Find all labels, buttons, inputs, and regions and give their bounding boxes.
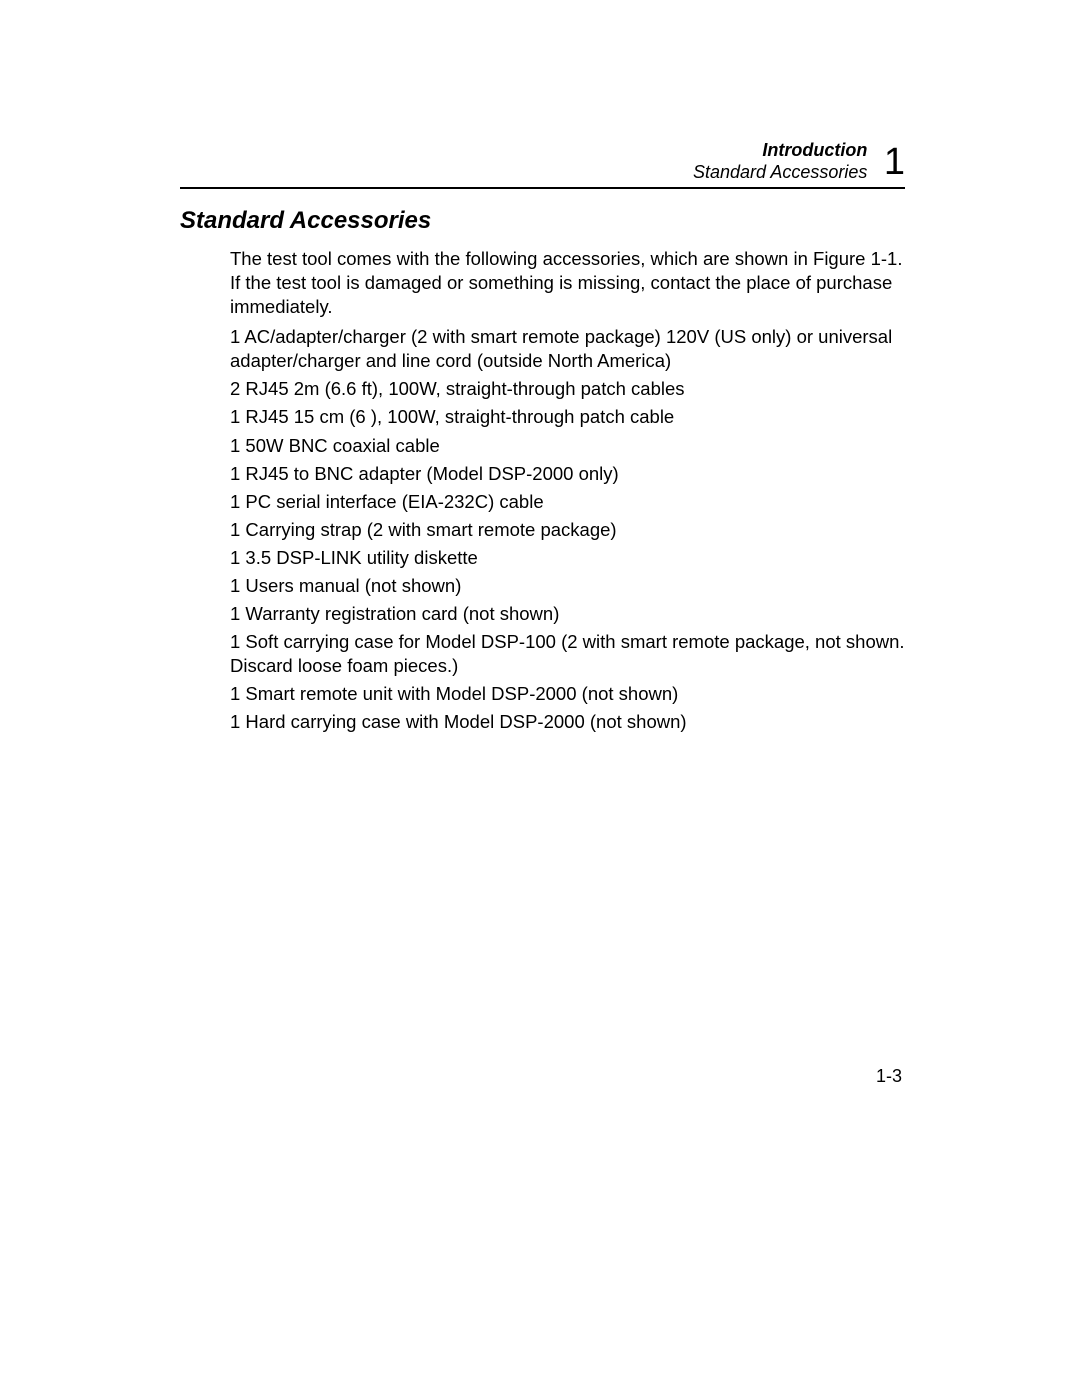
accessory-item: 1 Hard carrying case with Model DSP-2000… [230, 710, 905, 734]
accessory-item: 1 3.5 DSP-LINK utility diskette [230, 546, 905, 570]
accessory-item: 1 PC serial interface (EIA-232C) cable [230, 490, 905, 514]
chapter-number: 1 [884, 143, 905, 181]
body-content: The test tool comes with the following a… [230, 247, 905, 734]
page-container: Introduction Standard Accessories 1 Stan… [0, 0, 1080, 1397]
intro-paragraph: The test tool comes with the following a… [230, 247, 905, 319]
header-section-name: Standard Accessories [693, 162, 867, 184]
page-number: 1-3 [876, 1066, 902, 1087]
accessory-item: 1 Soft carrying case for Model DSP-100 (… [230, 630, 905, 678]
accessory-item: 1 Warranty registration card (not shown) [230, 602, 905, 626]
header-text-block: Introduction Standard Accessories [693, 140, 879, 183]
accessory-item: 1 RJ45 to BNC adapter (Model DSP-2000 on… [230, 462, 905, 486]
accessory-item: 2 RJ45 2m (6.6 ft), 100W, straight-throu… [230, 377, 905, 401]
accessory-item: 1 Smart remote unit with Model DSP-2000 … [230, 682, 905, 706]
accessory-item: 1 Carrying strap (2 with smart remote pa… [230, 518, 905, 542]
section-heading: Standard Accessories [180, 207, 905, 235]
accessory-item: 1 AC/adapter/charger (2 with smart remot… [230, 325, 905, 373]
header-rule [180, 187, 905, 189]
accessory-item: 1 50W BNC coaxial cable [230, 434, 905, 458]
page-header: Introduction Standard Accessories 1 [180, 140, 905, 183]
accessory-item: 1 Users manual (not shown) [230, 574, 905, 598]
header-chapter-title: Introduction [693, 140, 867, 162]
accessory-item: 1 RJ45 15 cm (6 ), 100W, straight-throug… [230, 405, 905, 429]
